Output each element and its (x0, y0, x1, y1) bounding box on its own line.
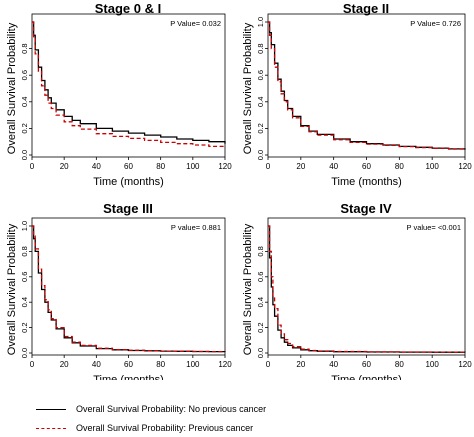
x-tick-label: 60 (124, 162, 133, 171)
y-tick-label: 0.0 (20, 150, 29, 160)
legend-swatch-solid (36, 409, 66, 410)
x-tick-label: 80 (156, 162, 165, 171)
y-tick-label: 0.6 (20, 272, 29, 282)
y-tick-label: 0.0 (20, 348, 29, 358)
chart-panel-4: Stage IV P value= <0.001 0 20 40 60 80 100 120 0.… (242, 201, 472, 380)
x-axis-label: Time (months) (331, 374, 402, 380)
x-axis-label: Time (months) (93, 374, 164, 380)
y-tick-label: 1.0 (20, 221, 29, 231)
x-tick-label: 0 (266, 360, 271, 369)
legend-label-previous-cancer: Overall Survival Probability: Previous c… (76, 423, 254, 433)
x-tick-label: 0 (266, 162, 271, 171)
x-tick-label: 0 (30, 360, 35, 369)
x-tick-label: 60 (362, 162, 371, 171)
y-axis-label: Overall Survival Probability (6, 22, 18, 154)
series-line-no-previous-cancer (32, 21, 226, 144)
p-value-annotation: P value= 0.881 (171, 223, 221, 232)
chart-title: Stage III (103, 201, 153, 216)
x-tick-label: 40 (329, 360, 338, 369)
y-tick-label: 0.4 (256, 297, 265, 307)
legend-item-no-previous-cancer: Overall Survival Probability: No previou… (36, 402, 456, 418)
survival-plots: Stage 0 & I P Value= 0.032 0 20 40 60 80 100 120… (6, 1, 472, 380)
series-line-previous-cancer (268, 21, 466, 150)
y-axis-label: Overall Survival Probability (242, 22, 254, 154)
plot-frame (267, 13, 466, 158)
y-tick-label: 0.2 (20, 123, 29, 133)
chart-title: Stage 0 & I (95, 1, 161, 16)
x-tick-label: 20 (296, 360, 305, 369)
x-tick-label: 120 (218, 162, 232, 171)
series-line-no-previous-cancer (268, 225, 466, 353)
series-line-previous-cancer (268, 225, 466, 353)
legend-swatch-dashed (36, 428, 66, 429)
x-tick-label: 100 (425, 162, 439, 171)
y-tick-label: 1.0 (256, 17, 265, 27)
series-line-previous-cancer (32, 225, 226, 353)
chart-title: Stage IV (340, 201, 392, 216)
x-tick-label: 100 (186, 360, 200, 369)
x-axis-label: Time (months) (331, 176, 402, 188)
chart-panel-3: Stage III P value= 0.881 0 20 40 60 80 100 120 0.… (6, 201, 232, 380)
x-axis-label: Time (months) (93, 176, 164, 188)
y-tick-label: 0.6 (256, 272, 265, 282)
x-tick-label: 120 (218, 360, 232, 369)
x-tick-label: 20 (60, 162, 69, 171)
y-tick-label: 0.6 (20, 70, 29, 80)
x-tick-label: 40 (329, 162, 338, 171)
x-tick-label: 120 (458, 360, 472, 369)
x-tick-label: 0 (30, 162, 35, 171)
x-tick-label: 60 (362, 360, 371, 369)
y-tick-label: 0.8 (20, 43, 29, 53)
x-tick-label: 20 (296, 162, 305, 171)
x-tick-label: 60 (124, 360, 133, 369)
y-tick-label: 0.4 (20, 97, 29, 107)
x-tick-label: 40 (92, 360, 101, 369)
chart-panel-2: Stage II P Value= 0.726 0 20 40 60 80 100 120 0.0… (242, 1, 472, 188)
y-tick-label: 0.2 (20, 322, 29, 332)
plot-frame (31, 217, 226, 356)
series-line-previous-cancer (32, 21, 226, 148)
y-tick-label: 0.2 (256, 322, 265, 332)
series-line-no-previous-cancer (268, 21, 466, 150)
y-axis-label: Overall Survival Probability (6, 223, 18, 355)
y-tick-label: 0.0 (256, 348, 265, 358)
chart-panel-1: Stage 0 & I P Value= 0.032 0 20 40 60 80 100 120… (6, 1, 232, 188)
y-tick-label: 0.8 (256, 43, 265, 53)
y-tick-label: 0.6 (256, 70, 265, 80)
y-axis-label: Overall Survival Probability (242, 223, 254, 355)
y-tick-label: 0.0 (256, 150, 265, 160)
x-tick-label: 40 (92, 162, 101, 171)
plot-frame (267, 217, 466, 356)
y-tick-label: 0.8 (20, 246, 29, 256)
p-value-annotation: P Value= 0.726 (410, 19, 461, 28)
x-tick-label: 120 (458, 162, 472, 171)
plot-frame (31, 13, 226, 158)
x-tick-label: 100 (425, 360, 439, 369)
chart-title: Stage II (343, 1, 389, 16)
x-tick-label: 20 (60, 360, 69, 369)
legend-label-no-previous-cancer: Overall Survival Probability: No previou… (76, 404, 267, 414)
x-tick-label: 80 (395, 360, 404, 369)
y-tick-label: 0.4 (256, 97, 265, 107)
x-tick-label: 80 (156, 360, 165, 369)
y-tick-label: 0.2 (256, 123, 265, 133)
series-line-no-previous-cancer (32, 225, 226, 353)
x-tick-label: 100 (186, 162, 200, 171)
x-tick-label: 80 (395, 162, 404, 171)
y-tick-label: 0.4 (20, 297, 29, 307)
p-value-annotation: P Value= 0.032 (170, 19, 221, 28)
y-tick-label: 0.8 (256, 246, 265, 256)
p-value-annotation: P value= <0.001 (407, 223, 462, 232)
legend-item-previous-cancer: Overall Survival Probability: Previous c… (36, 421, 456, 437)
